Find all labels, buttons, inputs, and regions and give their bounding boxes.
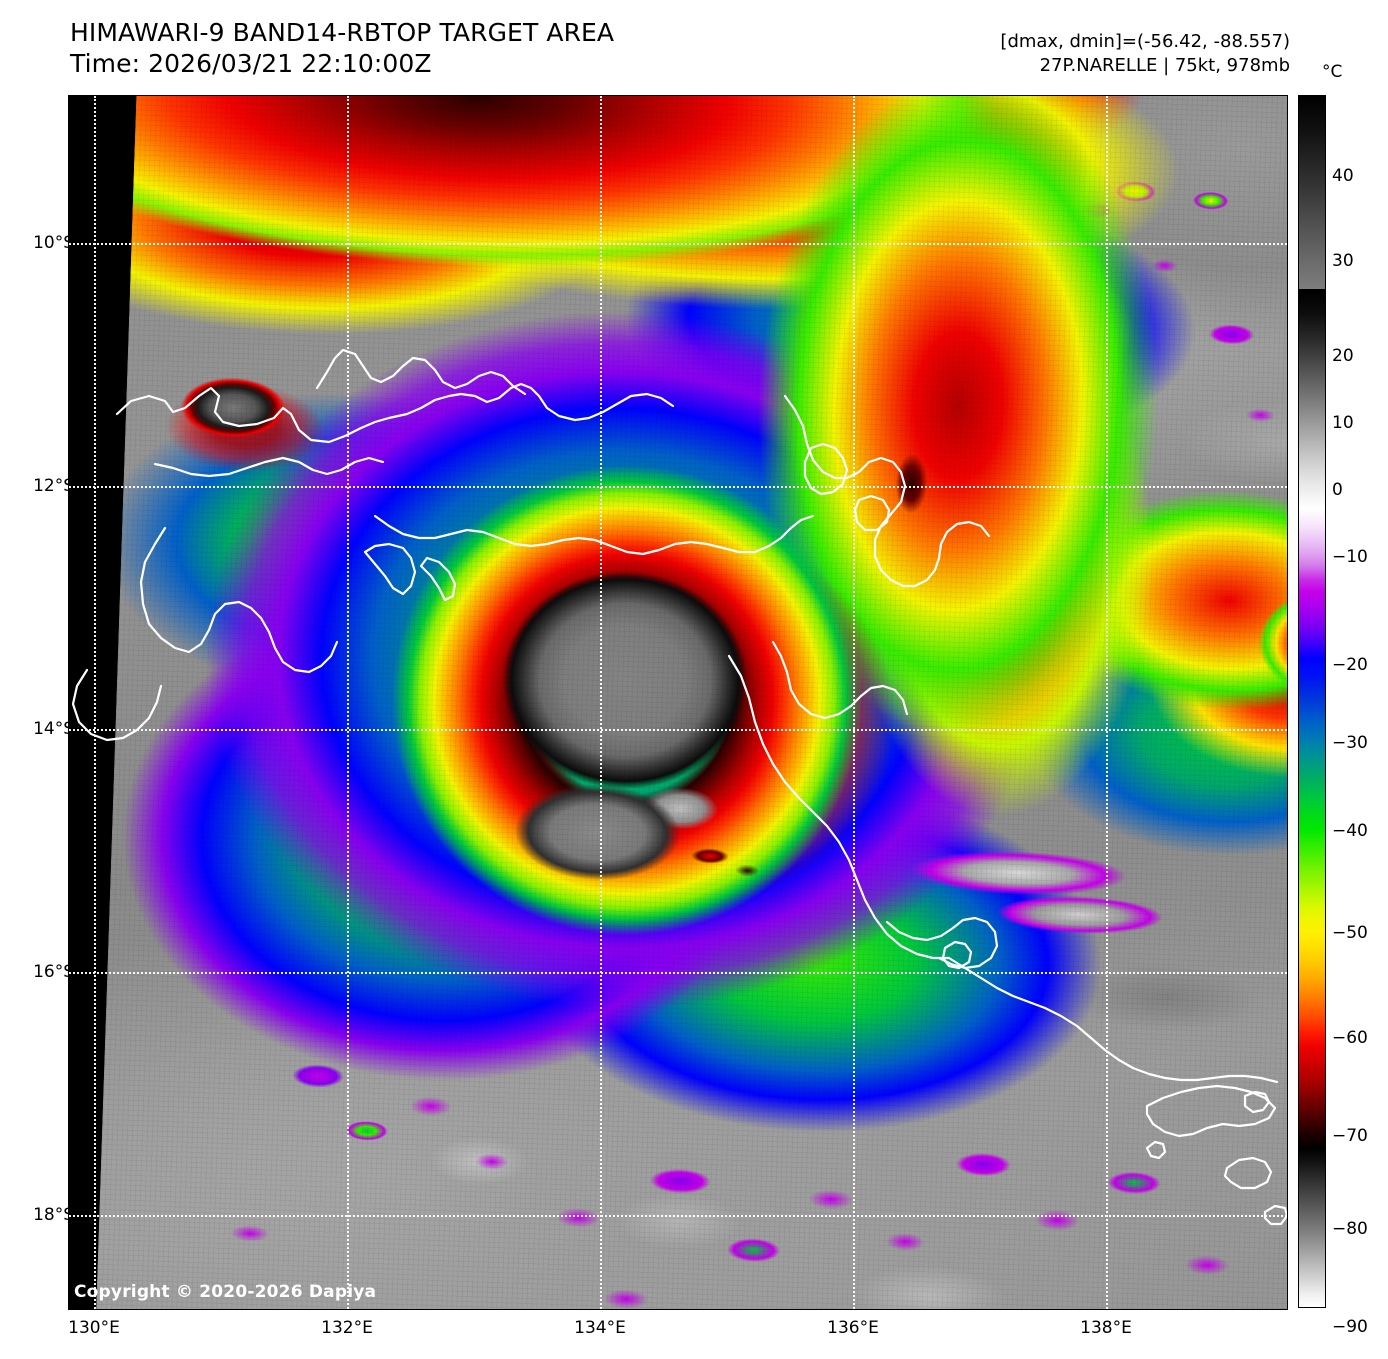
coast-east-shore-long (727, 654, 951, 960)
colorbar-tick-30: 30 (1332, 251, 1354, 271)
colorbar-tick-minus30: −30 (1332, 733, 1368, 753)
ytick-label-16S: 16°S (33, 962, 74, 982)
coast-island-small-b (1223, 1156, 1273, 1190)
plot-clip (69, 96, 1287, 1309)
metadata-block: [dmax, dmin]=(-56.42, -88.557) 27P.NAREL… (1000, 30, 1290, 78)
gridline-lon-136 (853, 96, 855, 1309)
coast-arnhem-inner-b (853, 494, 891, 532)
coast-west-gulf (139, 526, 339, 674)
coast-south-islet (941, 940, 973, 970)
colorbar-tick-minus70: −70 (1332, 1126, 1368, 1146)
satellite-plot-area[interactable] (68, 95, 1288, 1310)
colorbar-tick-minus40: −40 (1332, 821, 1368, 841)
colorbar-tick-40: 40 (1332, 166, 1354, 186)
ytick-label-12S: 12°S (33, 476, 74, 496)
colorbar-unit-label: °C (1322, 62, 1343, 82)
colorbar-segment-upper (1298, 95, 1326, 290)
coast-arnhem-inner (803, 442, 849, 496)
colorbar-tick-minus80: −80 (1332, 1219, 1368, 1239)
colorbar-tick-minus10: −10 (1332, 547, 1368, 567)
dmax-dmin-label: [dmax, dmin]=(-56.42, -88.557) (1000, 31, 1290, 52)
coast-gulf-island-b (419, 556, 457, 602)
xtick-label-132E: 132°E (321, 1318, 373, 1338)
coast-island-ne-small (1243, 1090, 1271, 1114)
coast-nw-inner-bay (153, 456, 385, 478)
xtick-label-138E: 138°E (1080, 1318, 1132, 1338)
gridline-lat-12S (69, 486, 1287, 488)
coast-gulf-islands (363, 542, 417, 596)
xtick-label-134E: 134°E (574, 1318, 626, 1338)
colorbar-tick-minus90: −90 (1332, 1317, 1368, 1337)
coast-gulf-south (373, 514, 815, 556)
coast-island-small-c (1263, 1204, 1287, 1226)
gridline-lat-10S (69, 243, 1287, 245)
colorbar-tick-0: 0 (1332, 480, 1343, 500)
colorbar-tick-minus20: −20 (1332, 655, 1368, 675)
timestamp-label: Time: 2026/03/21 22:10:00Z (70, 49, 432, 78)
coast-east-gulf-shore (771, 640, 909, 720)
gridline-lon-138 (1106, 96, 1108, 1309)
copyright-label: Copyright © 2020-2026 Dapiya (74, 1282, 377, 1302)
colorbar-tick-minus50: −50 (1332, 923, 1368, 943)
colorbar[interactable]: 40 30 20 10 0 −10 −20 −30 −40 −50 −60 −7… (1298, 95, 1368, 1337)
ytick-label-14S: 14°S (33, 719, 74, 739)
ytick-label-10S: 10°S (33, 233, 74, 253)
gridline-lon-132 (347, 96, 349, 1309)
coastline-overlay (71, 348, 1287, 1226)
coast-south-coastline (947, 956, 1279, 1084)
title-block: HIMAWARI-9 BAND14-RBTOP TARGET AREA Time… (70, 18, 614, 79)
xtick-label-130E: 130°E (68, 1318, 120, 1338)
coast-south-peninsula (885, 916, 999, 970)
page-title: HIMAWARI-9 BAND14-RBTOP TARGET AREA (70, 18, 615, 47)
coast-sw-shore (71, 668, 163, 742)
gridline-lat-16S (69, 972, 1287, 974)
gridline-lon-130 (94, 96, 96, 1309)
colorbar-tick-20: 20 (1332, 346, 1354, 366)
coast-nw-peninsula (115, 382, 675, 444)
gridline-lat-14S (69, 729, 1287, 731)
colorbar-tick-minus60: −60 (1332, 1028, 1368, 1048)
coast-cape-arnhem (783, 394, 991, 588)
xtick-label-136E: 136°E (827, 1318, 879, 1338)
coast-island-ne (1145, 1084, 1277, 1138)
colorbar-segment-main (1298, 290, 1326, 1308)
gridline-lat-18S (69, 1215, 1287, 1217)
gridline-lon-134 (600, 96, 602, 1309)
ytick-label-18S: 18°S (33, 1205, 74, 1225)
colorbar-tick-10: 10 (1332, 413, 1354, 433)
storm-info-label: 27P.NARELLE | 75kt, 978mb (1039, 55, 1290, 76)
coast-island-small-a (1145, 1140, 1167, 1160)
